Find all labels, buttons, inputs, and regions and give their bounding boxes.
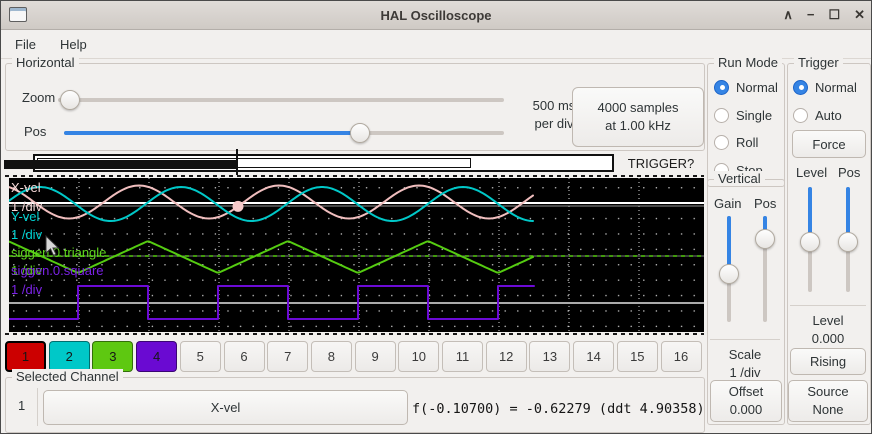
record-progress-bar	[4, 160, 238, 169]
samples-button[interactable]: 4000 samples at 1.00 kHz	[572, 87, 704, 147]
scope-label-channel-3: siggen.0.triangle	[11, 245, 106, 260]
trigger-option-normal[interactable]: Normal	[793, 78, 857, 96]
channel-button-1[interactable]: 1	[5, 341, 46, 372]
scope-label-channel-4: siggen.0.square	[11, 263, 104, 278]
channel-button-6[interactable]: 6	[223, 341, 265, 372]
trigger-source-button[interactable]: Source None	[788, 380, 868, 422]
channel-button-3[interactable]: 3	[92, 341, 134, 372]
shade-icon[interactable]: ∧	[783, 7, 793, 22]
app-icon	[9, 7, 27, 22]
scope-bottom-dashed-border	[5, 333, 704, 335]
mouse-cursor-icon	[45, 234, 60, 257]
menubar: File Help	[1, 30, 871, 59]
zoom-label: Zoom	[22, 90, 56, 105]
scope-scale-channel-2: 1 /div	[11, 227, 43, 242]
channel-button-12[interactable]: 12	[485, 341, 527, 372]
vertical-pos-slider[interactable]	[763, 216, 767, 322]
selected-channel-group: Selected Channel 1 X-vel f(-0.10700) = -…	[5, 369, 705, 433]
vertical-group: Vertical Gain Pos Scale 1 /div Offset 0.…	[707, 171, 785, 425]
gain-label: Gain	[714, 196, 742, 211]
radio-icon[interactable]	[714, 79, 729, 95]
channel-source-button[interactable]: X-vel	[43, 390, 408, 425]
menu-file[interactable]: File	[15, 36, 36, 52]
channel-button-9[interactable]: 9	[354, 341, 396, 372]
channel-button-13[interactable]: 13	[529, 341, 571, 372]
menu-help[interactable]: Help	[59, 36, 87, 52]
pos-slider-fill	[64, 131, 360, 135]
scale-readout: Scale 1 /div	[728, 347, 762, 380]
run-mode-option-normal[interactable]: Normal	[714, 78, 778, 96]
scope-label-channel-2: Y-vel	[11, 209, 40, 224]
titlebar: HAL Oscilloscope ∧ − ☐ ✕	[1, 1, 871, 30]
trigger-group: Trigger Normal Auto Force Level Pos Leve…	[787, 55, 871, 425]
trigger-status-label: TRIGGER?	[627, 155, 695, 171]
run-mode-option-roll[interactable]: Roll	[714, 133, 758, 151]
vertical-legend: Vertical	[714, 171, 765, 186]
trigger-level-slider-handle[interactable]	[800, 232, 820, 252]
radio-icon[interactable]	[714, 134, 729, 150]
close-icon[interactable]: ✕	[854, 7, 865, 22]
scope-scale-channel-1: 1 /div	[11, 199, 43, 214]
trigger-option-auto[interactable]: Auto	[793, 106, 842, 124]
divider	[790, 305, 866, 306]
scope-label-channel-1: X-vel	[11, 180, 41, 195]
trigger-legend: Trigger	[794, 55, 843, 70]
channel-button-15[interactable]: 15	[616, 341, 658, 372]
pos-label: Pos	[24, 124, 47, 139]
channel-button-5[interactable]: 5	[179, 341, 221, 372]
channel-button-14[interactable]: 14	[573, 341, 615, 372]
channel-button-16[interactable]: 16	[660, 341, 702, 372]
trigger-position-tick	[236, 149, 238, 175]
divider	[710, 339, 780, 340]
radio-icon[interactable]	[793, 107, 808, 123]
minimize-icon[interactable]: −	[806, 7, 815, 22]
channel-value-readout: f(-0.10700) = -0.62279 (ddt 4.90358)	[412, 401, 705, 417]
radio-icon[interactable]	[714, 107, 729, 123]
horizontal-legend: Horizontal	[12, 55, 79, 70]
pos-slider-handle[interactable]	[350, 123, 370, 143]
channel-button-10[interactable]: 10	[398, 341, 440, 372]
vertical-pos-slider-handle[interactable]	[755, 229, 775, 249]
trigger-edge-button[interactable]: Rising	[790, 348, 866, 375]
divider	[37, 388, 38, 426]
scope-display[interactable]: X-vel 1 /div Y-vel 1 /div siggen.0.triangle 1…	[8, 178, 704, 335]
trigger-level-readout: Level 0.000	[811, 313, 845, 346]
channel-button-2[interactable]: 2	[48, 341, 90, 372]
channel-button-8[interactable]: 8	[310, 341, 352, 372]
trigger-level-label: Level	[796, 165, 828, 180]
scope-scale-channel-3: 1 /div	[11, 263, 43, 278]
scope-top-dashed-border	[5, 175, 704, 177]
offset-button[interactable]: Offset 0.000	[710, 380, 782, 422]
zoom-slider[interactable]	[58, 98, 504, 102]
run-mode-group: Run Mode Normal Single Roll Stop	[707, 55, 785, 187]
channel-button-4[interactable]: 4	[136, 341, 178, 372]
force-button[interactable]: Force	[792, 130, 866, 158]
zoom-slider-handle[interactable]	[60, 90, 80, 110]
window-title: HAL Oscilloscope	[380, 7, 492, 23]
selected-channel-number: 1	[18, 398, 26, 413]
gain-slider-handle[interactable]	[719, 264, 739, 284]
maximize-icon[interactable]: ☐	[828, 7, 841, 22]
trigger-pos-label: Pos	[838, 165, 861, 180]
channel-button-row: 1 2 3 4 5 6 7 8 9 10 11 12 13 14 15 16	[5, 340, 707, 373]
vertical-pos-label: Pos	[754, 196, 777, 211]
run-mode-option-single[interactable]: Single	[714, 106, 772, 124]
timebase-readout: 500 ms per div	[532, 98, 576, 131]
channel-button-7[interactable]: 7	[267, 341, 309, 372]
channel-button-11[interactable]: 11	[442, 341, 483, 372]
scope-scale-channel-4: 1 /div	[11, 282, 43, 297]
radio-icon[interactable]	[793, 79, 808, 95]
selected-channel-legend: Selected Channel	[12, 369, 123, 384]
horizontal-group: Horizontal Zoom Pos 500 ms per div 4000 …	[5, 55, 705, 151]
run-mode-legend: Run Mode	[714, 55, 782, 70]
trigger-pos-slider-handle[interactable]	[838, 232, 858, 252]
